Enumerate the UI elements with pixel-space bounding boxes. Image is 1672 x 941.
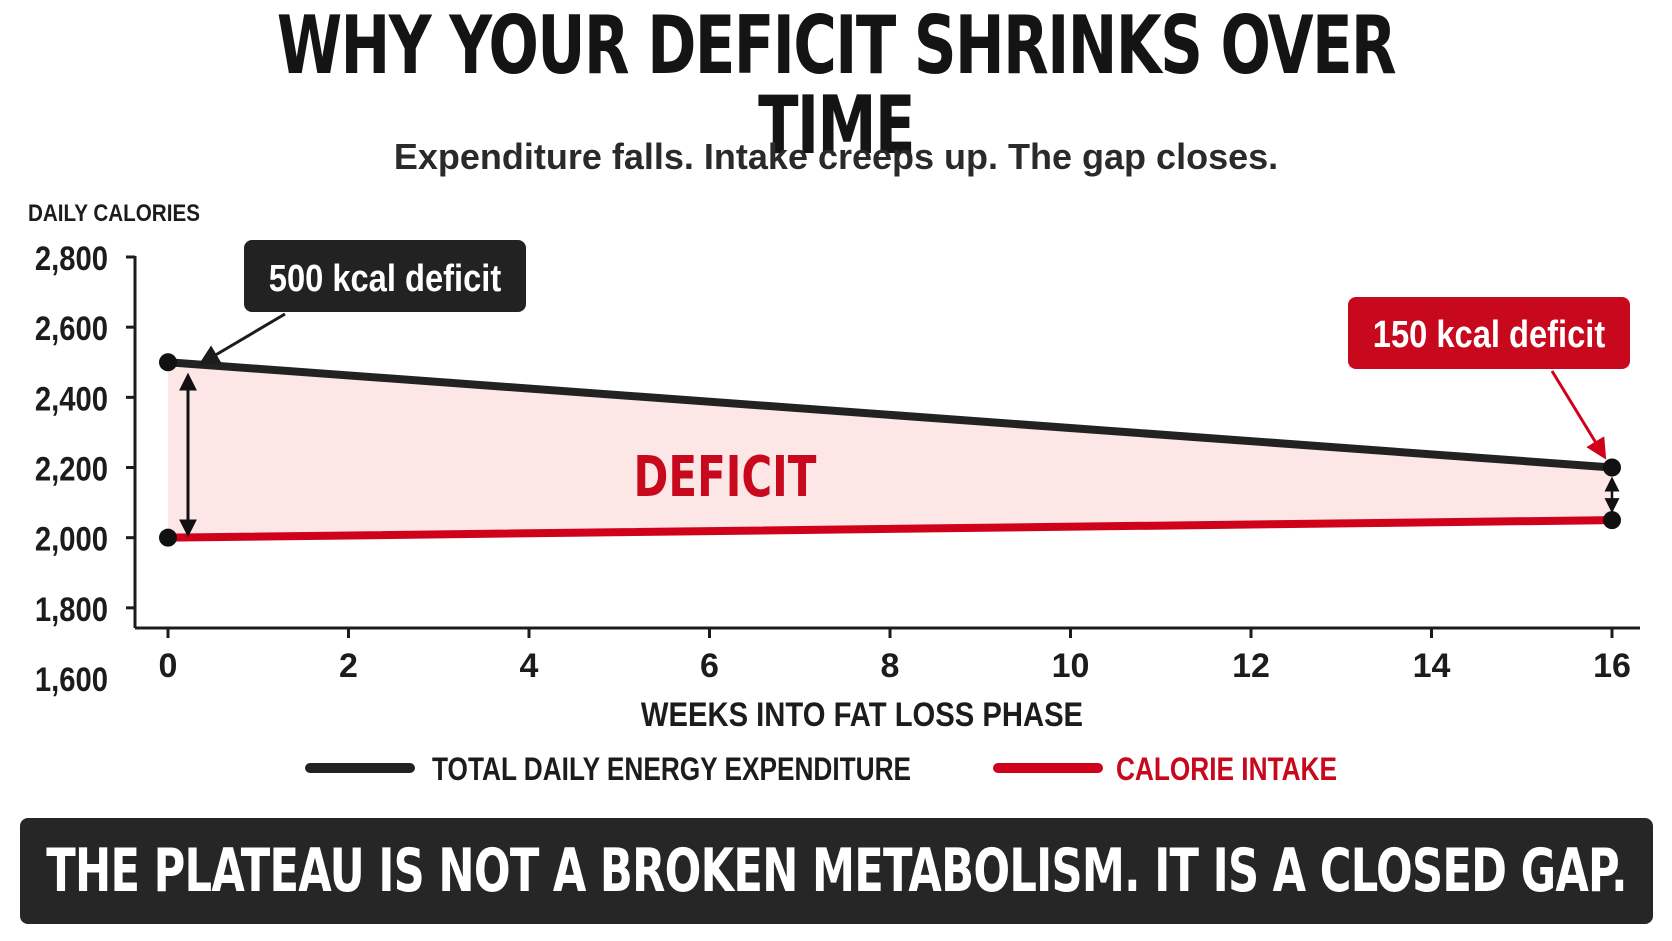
intake-point xyxy=(159,528,177,547)
x-axis-label: WEEKS INTO FAT LOSS PHASE xyxy=(641,695,1083,734)
deficit-area-label: DEFICIT xyxy=(634,444,817,510)
x-tick-label: 8 xyxy=(881,647,900,685)
legend: TOTAL DAILY ENERGY EXPENDITURE CALORIE I… xyxy=(305,753,1337,788)
x-tick-label: 4 xyxy=(520,647,539,685)
x-tick-label: 12 xyxy=(1232,647,1270,685)
x-tick-label: 14 xyxy=(1413,647,1451,685)
y-tick-label: 2,800 xyxy=(35,239,108,278)
chart-canvas: DAILY CALORIES 1,600 1,800 2,000 2,200 2,400… xyxy=(28,200,1640,788)
x-tick-label: 16 xyxy=(1593,647,1631,685)
deficit-area xyxy=(168,362,1612,538)
y-tick-label: 1,800 xyxy=(35,590,108,629)
y-tick-label: 2,200 xyxy=(35,449,108,488)
start-deficit-callout: 500 kcal deficit xyxy=(198,240,526,366)
y-tick-label: 2,600 xyxy=(35,309,108,348)
intake-point xyxy=(1603,511,1621,530)
x-tick-label: 2 xyxy=(339,647,358,685)
x-tick-label: 6 xyxy=(700,647,719,685)
conclusion-banner: THE PLATEAU IS NOT A BROKEN METABOLISM. … xyxy=(20,818,1653,924)
y-tick-label: 1,600 xyxy=(35,660,108,699)
legend-label-intake: CALORIE INTAKE xyxy=(1116,753,1337,788)
y-tick-label: 2,400 xyxy=(35,379,108,418)
intake-line xyxy=(164,516,1616,542)
chart-subtitle: Expenditure falls. Intake creeps up. The… xyxy=(393,136,1279,177)
expenditure-point xyxy=(159,353,177,372)
y-axis-label: DAILY CALORIES xyxy=(28,200,200,227)
x-axis: 0 2 4 6 8 10 12 14 16 xyxy=(159,628,1631,685)
x-tick-label: 0 xyxy=(159,647,178,685)
end-deficit-callout-text: 150 kcal deficit xyxy=(1373,313,1606,356)
start-deficit-callout-text: 500 kcal deficit xyxy=(269,257,502,300)
chart-title: WHY YOUR DEFICIT SHRINKS OVER TIME xyxy=(276,0,1397,172)
x-tick-label: 10 xyxy=(1052,647,1090,685)
expenditure-line xyxy=(164,358,1616,472)
y-axis: 1,600 1,800 2,000 2,200 2,400 2,600 2,800 xyxy=(35,239,135,699)
legend-label-expenditure: TOTAL DAILY ENERGY EXPENDITURE xyxy=(432,753,911,788)
conclusion-banner-text: THE PLATEAU IS NOT A BROKEN METABOLISM. … xyxy=(46,836,1627,906)
expenditure-point xyxy=(1603,458,1621,477)
end-deficit-callout: 150 kcal deficit xyxy=(1348,297,1630,460)
y-tick-label: 2,000 xyxy=(35,520,108,559)
